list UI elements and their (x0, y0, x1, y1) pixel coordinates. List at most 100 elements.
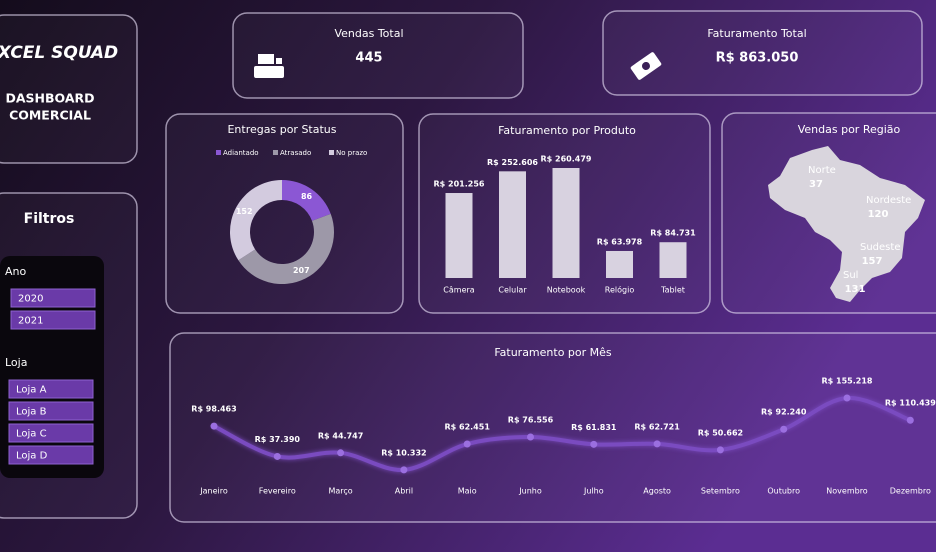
data-label: R$ 98.463 (191, 405, 236, 414)
point (463, 440, 471, 448)
x-tick-label: Junho (518, 487, 542, 496)
data-label: R$ 10.332 (381, 448, 426, 457)
kpi-panel (232, 12, 524, 99)
point (590, 440, 598, 448)
data-label: R$ 62.451 (445, 423, 491, 432)
filter-option[interactable]: Loja D (16, 451, 48, 462)
filter-button-bg[interactable] (10, 310, 96, 330)
x-tick-label: Abril (395, 487, 413, 496)
title: DASHBOARD (5, 91, 94, 106)
filter-button-bg[interactable] (10, 288, 96, 308)
point (210, 422, 218, 430)
filter-button[interactable]: Loja C (8, 423, 94, 443)
filter-button-bg[interactable] (8, 445, 94, 465)
data-label: R$ 76.556 (508, 416, 554, 425)
title: COMERCIAL (9, 108, 91, 123)
region-value: 157 (862, 256, 883, 267)
legend-label: Adiantado (223, 149, 259, 157)
bar (552, 168, 580, 278)
data-label: R$ 252.606 (487, 158, 538, 167)
legend-label: Atrasado (280, 149, 311, 157)
chart-title: Faturamento por Produto (498, 124, 636, 137)
point (716, 446, 724, 454)
money-icon (630, 52, 662, 80)
point (906, 416, 914, 424)
region-label: Sudeste (860, 242, 900, 253)
data-label: R$ 61.831 (571, 423, 617, 432)
data-label: R$ 201.256 (434, 180, 485, 189)
point (843, 394, 851, 402)
kpi-panel (602, 10, 923, 96)
point (653, 440, 661, 448)
region-label: Nordeste (866, 195, 911, 206)
x-tick-label: Agosto (643, 487, 671, 496)
chart-panel (721, 112, 936, 314)
data-label: 152 (236, 207, 253, 216)
legend-label: No prazo (336, 149, 367, 157)
legend-swatch (329, 150, 334, 155)
legend-swatch (216, 150, 221, 155)
data-label: R$ 260.479 (541, 155, 592, 164)
region-value: 37 (809, 179, 823, 190)
donut-slice (282, 180, 331, 221)
filter-option[interactable]: 2021 (18, 316, 43, 327)
x-tick-label: Setembro (701, 487, 740, 496)
bar (606, 250, 633, 278)
filter-option[interactable]: Loja A (16, 385, 47, 396)
filter-group: Ano 2020 2021 Loja Loja A Loja B Loja C Loja D (5, 265, 96, 465)
x-tick-label: Janeiro (199, 487, 228, 496)
data-label: R$ 37.390 (255, 435, 301, 444)
x-tick-label: Notebook (547, 286, 586, 295)
filter-button[interactable]: Loja B (8, 401, 94, 421)
filter-button-bg[interactable] (8, 423, 94, 443)
map-shape (768, 146, 925, 302)
region-value: 120 (868, 209, 889, 220)
filter-title: Filtros (24, 211, 75, 227)
region-label: Sul (843, 270, 858, 281)
x-tick-label: Fevereiro (259, 487, 296, 496)
bar (499, 171, 526, 278)
x-tick-label: Outubro (767, 487, 800, 496)
kpi-value: R$ 863.050 (716, 51, 799, 66)
x-tick-label: Maio (458, 487, 477, 496)
data-label: R$ 84.731 (650, 229, 696, 238)
bar (659, 242, 687, 278)
filter-panel (0, 192, 138, 519)
legend-swatch (273, 150, 278, 155)
data-label: R$ 155.218 (822, 377, 873, 386)
x-tick-label: Julho (583, 487, 604, 496)
region-value: 131 (845, 284, 866, 295)
chart-panel (418, 113, 711, 314)
filter-button-bg[interactable] (8, 401, 94, 421)
data-label: R$ 110.439 (885, 399, 936, 408)
filter-button-bg[interactable] (8, 379, 94, 399)
filter-option[interactable]: Loja B (16, 407, 47, 418)
filter-label: Ano (5, 265, 26, 278)
data-label: 86 (301, 192, 313, 201)
logo: XCEL SQUAD (0, 43, 118, 63)
filter-button[interactable]: Loja A (8, 379, 94, 399)
chart-title: Vendas por Região (798, 123, 901, 136)
x-tick-label: Novembro (826, 487, 868, 496)
filter-button[interactable]: Loja D (8, 445, 94, 465)
filter-option[interactable]: 2020 (18, 294, 43, 305)
data-label: R$ 92.240 (761, 408, 807, 417)
point (400, 466, 408, 474)
register-icon (254, 54, 284, 78)
chart-title: Faturamento por Mês (494, 346, 612, 359)
x-tick-label: Celular (498, 286, 527, 295)
chart-title: Entregas por Status (227, 123, 336, 136)
x-tick-label: Março (328, 487, 352, 496)
x-tick-label: Dezembro (890, 487, 931, 496)
filter-button[interactable]: 2020 (10, 288, 96, 308)
point (273, 452, 281, 460)
donut-slice (229, 180, 282, 261)
data-label: R$ 63.978 (597, 237, 643, 246)
kpi-label: Faturamento Total (707, 27, 806, 40)
region-label: Norte (808, 165, 836, 176)
point (527, 433, 534, 441)
filter-button[interactable]: 2021 (10, 310, 96, 330)
filter-option[interactable]: Loja C (16, 429, 47, 440)
